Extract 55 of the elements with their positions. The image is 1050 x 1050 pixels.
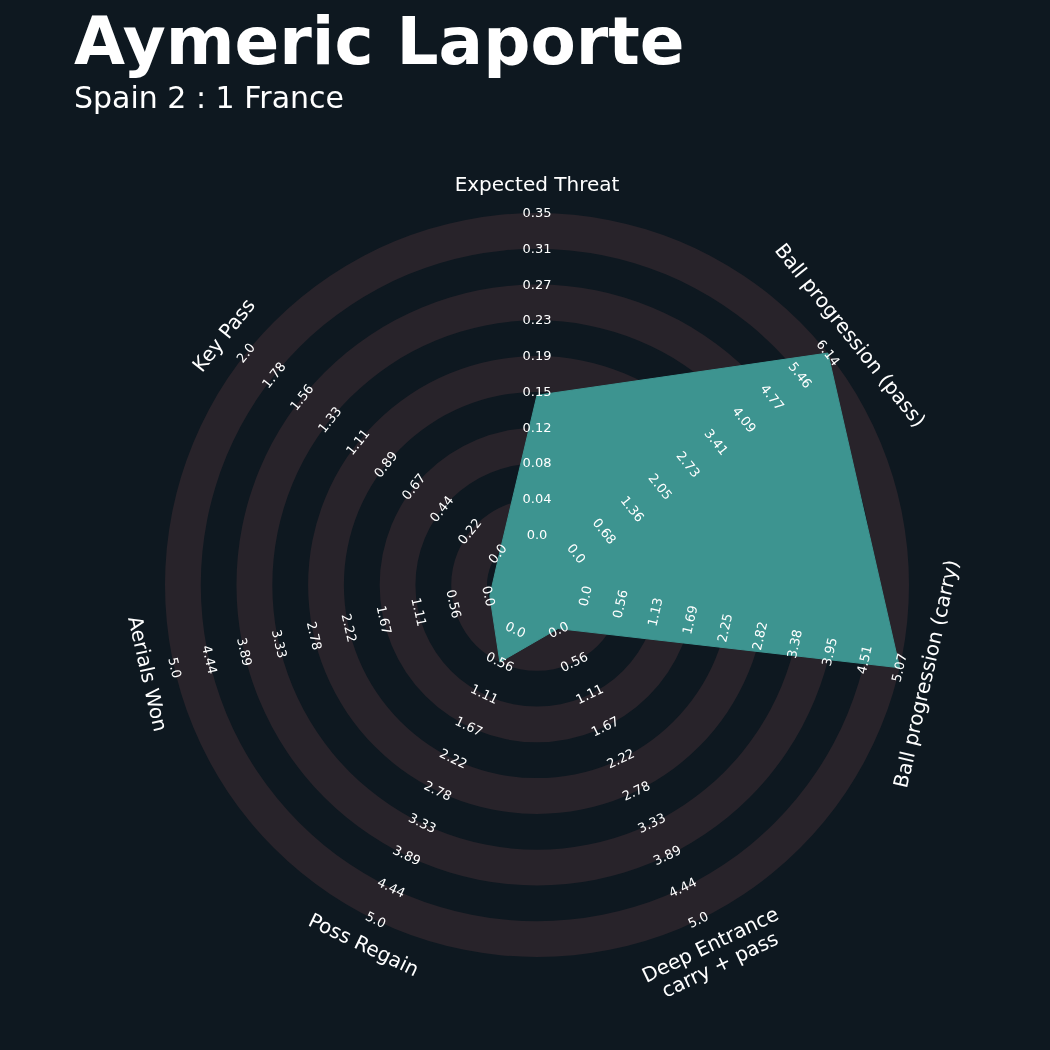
text: 2.82	[749, 620, 771, 652]
text: 0.0	[502, 618, 529, 641]
text: 0.15	[522, 383, 552, 399]
text: 3.33	[635, 809, 668, 837]
text: 0.27	[522, 276, 552, 292]
text: 1.13	[644, 596, 666, 628]
text: 0.08	[522, 455, 552, 471]
text: 0.23	[522, 312, 552, 328]
text: 0.31	[522, 240, 552, 256]
text: 2.25	[714, 612, 736, 644]
text: 3.38	[784, 628, 806, 660]
text: 1.67	[452, 713, 486, 740]
text: 3.89	[390, 842, 424, 869]
text: 0.0	[564, 540, 589, 567]
text: 5.0	[165, 655, 185, 680]
text: 2.78	[303, 620, 325, 652]
text: 1.69	[679, 604, 701, 636]
chart-title: Aymeric Laporte	[74, 3, 685, 80]
text: 1.11	[573, 681, 606, 708]
text: 0.0	[526, 527, 548, 542]
text: 0.0	[545, 618, 572, 641]
text: 2.22	[338, 612, 360, 644]
text: 0.56	[557, 648, 591, 675]
text: 1.11	[408, 596, 430, 628]
text: 1.67	[373, 604, 395, 636]
text: 4.44	[375, 874, 408, 901]
text: 3.95	[818, 635, 840, 668]
spoke-label: Expected Threat	[454, 172, 620, 196]
text: 3.89	[650, 842, 684, 869]
text: 1.11	[468, 681, 501, 708]
text: 1.67	[588, 713, 622, 740]
text: 3.33	[406, 809, 439, 837]
text: 4.77	[757, 381, 788, 414]
text: 0.19	[522, 348, 552, 364]
text: 0.0	[485, 540, 510, 567]
text: 3.33	[268, 628, 290, 660]
text: 0.04	[522, 491, 552, 507]
text: 0.56	[443, 588, 465, 620]
text: 0.56	[483, 648, 517, 675]
text: 0.0	[479, 584, 499, 608]
text: 2.22	[437, 745, 470, 772]
text: 2.78	[421, 777, 455, 804]
chart-subtitle: Spain 2 : 1 France	[74, 80, 344, 115]
text: 2.0	[233, 339, 259, 366]
text: 0.35	[522, 205, 552, 220]
text: 4.51	[853, 643, 875, 676]
text: 0.56	[609, 588, 631, 620]
text: 4.44	[666, 874, 699, 901]
text: 0.0	[575, 584, 595, 608]
text: 5.0	[363, 908, 389, 931]
text: 2.78	[619, 777, 653, 804]
text: 3.89	[234, 635, 256, 668]
text: 2.22	[604, 745, 637, 772]
text: 5.07	[888, 651, 910, 684]
text: 4.44	[199, 643, 221, 676]
